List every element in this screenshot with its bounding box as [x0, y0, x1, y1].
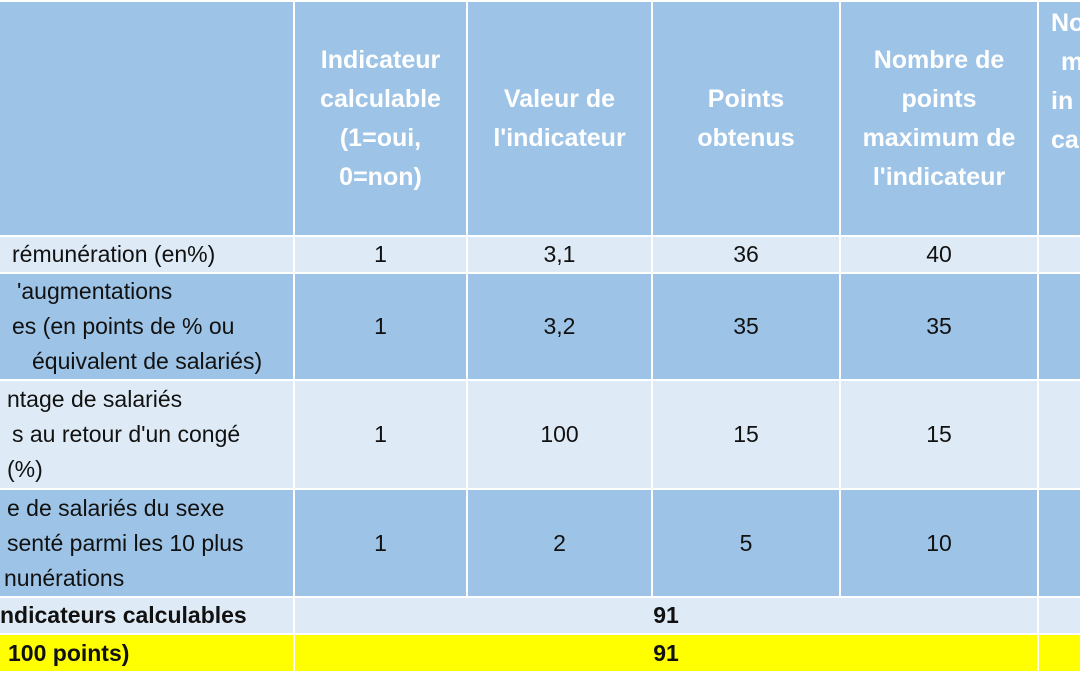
header-row: Indicateur calculable (1=oui, 0=non) Val…	[0, 0, 1080, 237]
row-label: 'augmentations es (en points de % ou équ…	[0, 272, 295, 381]
total-label: ndicateurs calculables	[0, 596, 295, 635]
cell-extra	[1037, 488, 1080, 598]
header-extra-line: m	[1051, 43, 1080, 82]
cell-calculable: 1	[293, 379, 468, 490]
row-label-line: s au retour d'un congé	[12, 421, 241, 447]
row-label: ntage de salariés s au retour d'un congé…	[0, 379, 295, 490]
cell-max: 40	[839, 235, 1039, 274]
final-value: 91	[293, 633, 1039, 673]
cell-value: 2	[466, 488, 653, 598]
final-label: 100 points)	[0, 633, 295, 673]
cell-max: 35	[839, 272, 1039, 381]
header-calculable: Indicateur calculable (1=oui, 0=non)	[293, 0, 468, 237]
header-extra-line: in	[1051, 87, 1074, 115]
cell-max: 15	[839, 379, 1039, 490]
final-label-text: 100 points)	[8, 639, 130, 666]
cell-max: 10	[839, 488, 1039, 598]
row-label-line: ntage de salariés	[7, 386, 183, 412]
cell-points: 35	[651, 272, 841, 381]
final-score-row: 100 points) 91	[0, 633, 1080, 673]
row-label: e de salariés du sexe senté parmi les 10…	[0, 488, 295, 598]
header-value: Valeur de l'indicateur	[466, 0, 653, 237]
row-label-line: senté parmi les 10 plus	[7, 529, 244, 556]
row-label-line: rémunération (en%)	[12, 241, 216, 267]
table-row: ntage de salariés s au retour d'un congé…	[0, 379, 1080, 490]
row-label-line: e de salariés du sexe	[7, 494, 225, 521]
cell-points: 5	[651, 488, 841, 598]
row-label: rémunération (en%)	[0, 235, 295, 274]
cell-extra	[1037, 379, 1080, 490]
row-label-line: nunérations	[4, 564, 125, 591]
total-label-text: ndicateurs calculables	[0, 602, 247, 628]
cell-calculable: 1	[293, 272, 468, 381]
header-max: Nombre de points maximum de l'indicateur	[839, 0, 1039, 237]
cell-calculable: 1	[293, 235, 468, 274]
total-value: 91	[293, 596, 1039, 635]
cell-points: 36	[651, 235, 841, 274]
table-row: e de salariés du sexe senté parmi les 10…	[0, 488, 1080, 598]
header-points: Points obtenus	[651, 0, 841, 237]
row-label-line: équivalent de salariés)	[32, 348, 263, 374]
header-extra-line: ca	[1051, 126, 1079, 154]
cell-value: 3,1	[466, 235, 653, 274]
cell-calculable: 1	[293, 488, 468, 598]
row-label-line: 'augmentations	[17, 278, 173, 304]
header-label	[0, 0, 295, 237]
cell-value: 100	[466, 379, 653, 490]
cell-extra	[1037, 235, 1080, 274]
total-row: ndicateurs calculables 91	[0, 596, 1080, 635]
cell-extra	[1037, 633, 1080, 673]
header-extra: No m in ca	[1037, 0, 1080, 237]
row-label-line: (%)	[7, 456, 43, 482]
header-extra-line: No	[1051, 9, 1080, 37]
cell-points: 15	[651, 379, 841, 490]
table-row: rémunération (en%) 1 3,1 36 40	[0, 235, 1080, 274]
cell-value: 3,2	[466, 272, 653, 381]
cell-extra	[1037, 596, 1080, 635]
cell-extra	[1037, 272, 1080, 381]
table-row: 'augmentations es (en points de % ou équ…	[0, 272, 1080, 381]
row-label-line: es (en points de % ou	[12, 313, 235, 339]
